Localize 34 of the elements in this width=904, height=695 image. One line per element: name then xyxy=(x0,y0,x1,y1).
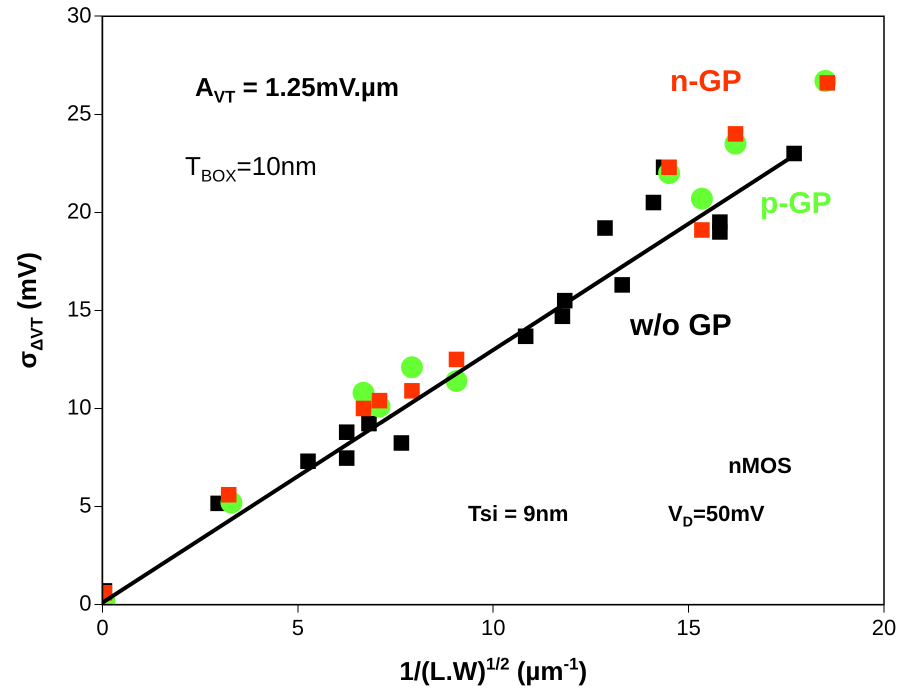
x-tick-label: 10 xyxy=(480,614,506,640)
y-tick-label: 15 xyxy=(66,296,92,322)
point xyxy=(554,308,570,324)
point xyxy=(400,356,423,378)
x-tick-label: 20 xyxy=(872,614,896,640)
point xyxy=(404,383,420,399)
y-tick-label: 5 xyxy=(79,492,92,518)
point xyxy=(448,352,464,368)
point xyxy=(338,450,354,466)
x-tick-label: 0 xyxy=(96,614,109,640)
series-label: w/o GP xyxy=(629,309,732,342)
y-tick-label: 30 xyxy=(66,2,92,28)
point xyxy=(220,486,236,503)
annotation: Tsi = 9nm xyxy=(468,501,568,526)
point xyxy=(646,194,662,210)
y-tick-label: 25 xyxy=(66,100,92,126)
point xyxy=(614,277,630,293)
y-tick-label: 10 xyxy=(66,394,92,420)
point xyxy=(597,220,613,236)
point xyxy=(712,224,728,240)
series-label: p-GP xyxy=(760,187,832,220)
x-tick-label: 5 xyxy=(292,614,304,640)
point xyxy=(356,400,372,416)
point xyxy=(338,424,354,440)
point xyxy=(394,435,410,451)
y-axis-title: σΔVT (mV) xyxy=(12,252,46,369)
point xyxy=(694,222,710,238)
series-label: n-GP xyxy=(670,65,742,98)
annotation: nMOS xyxy=(728,453,792,478)
point xyxy=(728,126,744,142)
y-tick-label: 20 xyxy=(66,198,92,224)
y-tick-label: 0 xyxy=(79,590,92,616)
point xyxy=(690,188,713,210)
x-tick-label: 15 xyxy=(676,614,701,640)
